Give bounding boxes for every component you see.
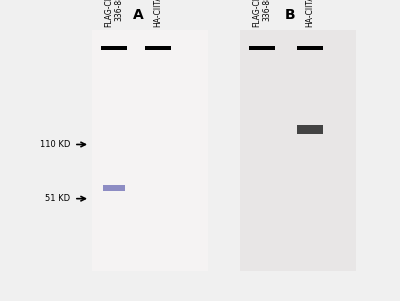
Text: HA-CIITA: HA-CIITA: [154, 0, 162, 27]
Bar: [92, 30, 208, 271]
Text: FLAG-CIITA-
336-884: FLAG-CIITA- 336-884: [105, 0, 123, 27]
Text: A: A: [133, 8, 143, 22]
Bar: [249, 46, 275, 50]
Bar: [101, 46, 127, 50]
Text: 110 KD: 110 KD: [40, 140, 70, 149]
Text: 51 KD: 51 KD: [45, 194, 70, 203]
Bar: [145, 46, 171, 50]
Bar: [297, 125, 323, 134]
Bar: [103, 185, 125, 191]
Text: FLAG-CIITA-
336-884: FLAG-CIITA- 336-884: [253, 0, 271, 27]
Text: B: B: [285, 8, 295, 22]
Bar: [297, 46, 323, 50]
Bar: [240, 30, 356, 271]
Text: HA-CIITA: HA-CIITA: [306, 0, 314, 27]
